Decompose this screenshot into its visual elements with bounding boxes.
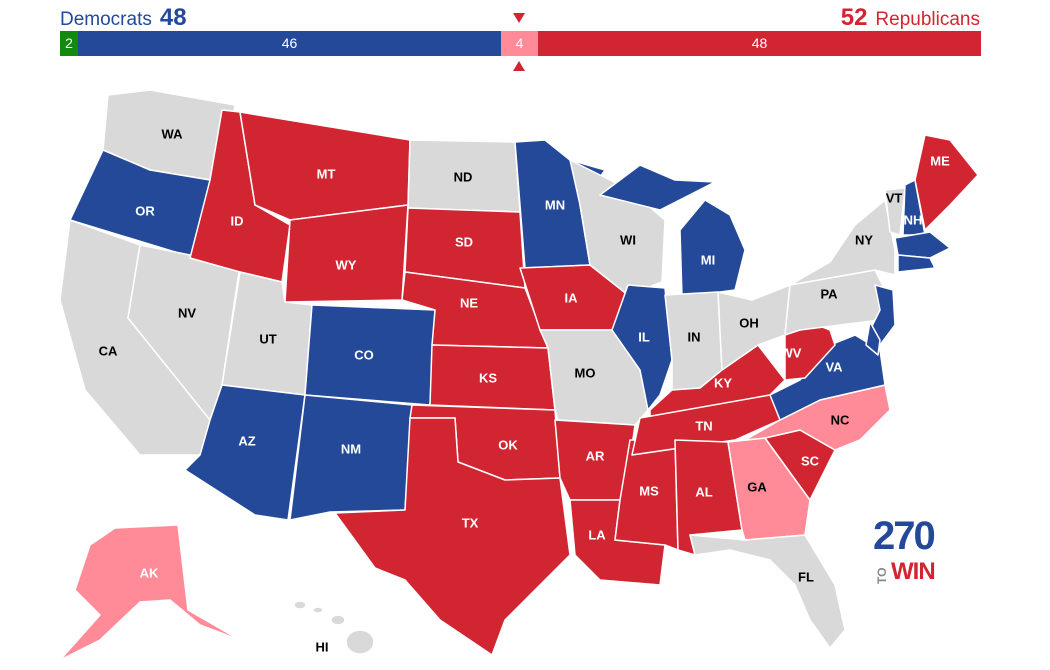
label-va: VA <box>825 359 843 374</box>
independent-segment[interactable]: 2 <box>60 31 78 56</box>
label-al: AL <box>695 484 712 499</box>
label-hi: HI <box>316 639 329 654</box>
majority-marker-top-icon <box>513 13 525 23</box>
majority-marker-bottom-icon <box>513 61 525 71</box>
label-vt: VT <box>886 190 903 205</box>
democrats-label: Democrats <box>60 9 152 30</box>
label-id: ID <box>231 213 244 228</box>
label-nd: ND <box>454 169 473 184</box>
state-tx[interactable] <box>334 417 571 656</box>
democrats-total: 48 <box>159 4 187 31</box>
state-nm[interactable] <box>289 394 413 521</box>
label-sc: SC <box>801 453 820 468</box>
label-ga: GA <box>747 479 767 494</box>
label-wy: WY <box>336 257 357 272</box>
democrats-header: Democrats 48 <box>60 4 187 32</box>
label-ny: NY <box>855 232 873 247</box>
republicans-total: 52 <box>840 4 868 31</box>
label-co: CO <box>354 347 374 362</box>
label-ok: OK <box>498 437 518 452</box>
state-ct-ri[interactable] <box>897 254 936 273</box>
label-il: IL <box>638 329 650 344</box>
state-me[interactable] <box>914 134 979 231</box>
label-tx: TX <box>462 515 479 530</box>
label-ca: CA <box>99 343 118 358</box>
state-fl[interactable] <box>689 534 846 649</box>
state-vt[interactable] <box>884 187 906 236</box>
republicans-header: 52 Republicans <box>841 4 980 32</box>
democrat-segment[interactable]: 46 <box>78 31 501 56</box>
label-ut: UT <box>259 331 276 346</box>
logo-win: WIN <box>891 558 936 585</box>
label-pa: PA <box>820 286 838 301</box>
label-fl: FL <box>798 569 814 584</box>
label-wa: WA <box>162 126 184 141</box>
label-ak: AK <box>140 565 159 580</box>
label-mi: MI <box>701 252 715 267</box>
label-nh: NH <box>904 212 923 227</box>
label-me: ME <box>930 153 950 168</box>
state-ak[interactable] <box>59 524 241 661</box>
logo-number: 270 <box>873 514 936 558</box>
republicans-label: Republicans <box>875 9 980 30</box>
republican-segment[interactable]: 48 <box>538 31 981 56</box>
label-or: OR <box>135 203 155 218</box>
state-de[interactable] <box>865 321 881 356</box>
label-ky: KY <box>714 375 732 390</box>
270towin-logo[interactable]: 270 TO WIN <box>873 514 945 585</box>
logo-to: TO <box>875 567 889 584</box>
state-hi[interactable] <box>293 600 375 655</box>
label-mo: MO <box>575 365 596 380</box>
label-ia: IA <box>565 290 579 305</box>
label-ne: NE <box>460 295 478 310</box>
label-ar: AR <box>586 448 605 463</box>
label-nc: NC <box>831 412 850 427</box>
seat-balance-bar: 2 46 4 48 <box>60 31 981 56</box>
label-mn: MN <box>545 197 565 212</box>
tossup-segment[interactable]: 4 <box>501 31 538 56</box>
label-az: AZ <box>238 433 255 448</box>
label-tn: TN <box>695 418 712 433</box>
label-ks: KS <box>479 370 497 385</box>
label-wv: WV <box>781 345 802 360</box>
label-sd: SD <box>455 234 473 249</box>
label-la: LA <box>588 527 606 542</box>
label-wi: WI <box>620 232 636 247</box>
label-in: IN <box>688 329 701 344</box>
label-ms: MS <box>639 483 659 498</box>
label-mt: MT <box>317 166 336 181</box>
label-oh: OH <box>739 315 759 330</box>
label-nv: NV <box>178 305 196 320</box>
label-nm: NM <box>341 441 361 456</box>
state-wy[interactable] <box>284 204 409 303</box>
state-ny[interactable] <box>789 199 896 286</box>
state-ma[interactable] <box>894 231 951 259</box>
